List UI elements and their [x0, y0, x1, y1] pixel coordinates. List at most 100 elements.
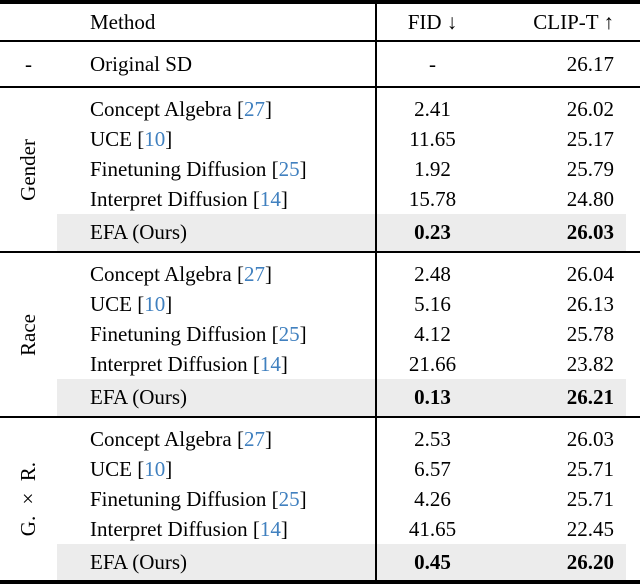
citation-bracket-close: ]	[264, 427, 272, 451]
citation-bracket-close: ]	[280, 186, 288, 211]
citation-bracket-close: ]	[280, 516, 288, 541]
table-row-highlighted: EFA (Ours) 0.45 26.20	[0, 544, 640, 582]
method-name: UCE	[90, 126, 132, 151]
fid-value: 2.53	[375, 417, 488, 454]
method-name: UCE	[90, 291, 132, 316]
clip-value: 23.82	[566, 351, 614, 376]
fid-value: 4.26	[375, 484, 488, 514]
method-name: Original SD	[90, 51, 193, 76]
fid-value: 5.16	[375, 289, 488, 319]
group-gender-x-race: G. × R. Concept Algebra [27] 2.53 26.03 …	[0, 417, 640, 582]
citation-bracket-open: [	[132, 126, 145, 151]
header-fid: FID ↓	[375, 2, 488, 41]
table-row: - Original SD - 26.17	[0, 41, 640, 87]
fid-value: 15.78	[375, 184, 488, 214]
table-header: Method FID ↓ CLIP-T ↑	[0, 2, 640, 41]
table-row: UCE [10] 5.16 26.13	[0, 289, 640, 319]
clip-value: 25.17	[566, 126, 614, 151]
clip-value: 25.79	[566, 156, 614, 181]
table-row: Gender Concept Algebra [27] 2.41 26.02	[0, 87, 640, 201]
baseline-section: - Original SD - 26.17	[0, 41, 640, 87]
table-row: Finetuning Diffusion [25] 4.12 25.78	[0, 319, 640, 349]
citation-link[interactable]: 27	[243, 262, 265, 286]
citation-bracket-open: [	[132, 291, 145, 316]
group-label: Gender	[16, 139, 40, 201]
method-name: Concept Algebra	[90, 97, 232, 121]
table-row: G. × R. Concept Algebra [27] 2.53 26.03	[0, 417, 640, 537]
clip-value: 26.21	[488, 379, 640, 417]
clip-value: 26.03	[566, 427, 614, 451]
group-label: Race	[16, 314, 40, 356]
method-name: Finetuning Diffusion	[90, 156, 267, 181]
fid-value: 0.45	[375, 544, 488, 582]
citation-link[interactable]: 10	[144, 456, 166, 481]
citation-link[interactable]: 14	[259, 351, 281, 376]
citation-link[interactable]: 14	[259, 516, 281, 541]
citation-bracket-open: [	[231, 262, 244, 286]
table-row: Finetuning Diffusion [25] 4.26 25.71	[0, 484, 640, 514]
table-row: UCE [10] 6.57 25.71	[0, 454, 640, 484]
clip-value: 25.71	[566, 456, 614, 481]
clip-value: 26.20	[488, 544, 640, 582]
citation-link[interactable]: 27	[243, 97, 265, 121]
method-name: UCE	[90, 456, 132, 481]
clip-value: 26.02	[566, 97, 614, 121]
table-row-highlighted: EFA (Ours) 0.13 26.21	[0, 379, 640, 417]
clip-value: 26.13	[566, 291, 614, 316]
method-name: Interpret Diffusion	[90, 351, 248, 376]
method-name: Finetuning Diffusion	[90, 321, 267, 346]
citation-bracket-open: [	[247, 516, 260, 541]
citation-link[interactable]: 25	[278, 486, 300, 511]
citation-bracket-open: [	[247, 186, 260, 211]
clip-value: 25.71	[566, 486, 614, 511]
method-name: Concept Algebra	[90, 427, 232, 451]
method-name: EFA (Ours)	[57, 379, 376, 417]
method-name: Concept Algebra	[90, 262, 232, 286]
clip-value: 26.03	[488, 214, 640, 252]
table-row: Interpret Diffusion [14] 15.78 24.80	[0, 184, 640, 214]
group-label-cell: Gender	[0, 87, 57, 252]
header-clip-t: CLIP-T ↑	[533, 9, 614, 34]
citation-link[interactable]: 10	[144, 291, 166, 316]
citation-link[interactable]: 10	[144, 126, 166, 151]
fid-value: 4.12	[375, 319, 488, 349]
fid-value: -	[375, 41, 488, 87]
table-row: Finetuning Diffusion [25] 1.92 25.79	[0, 154, 640, 184]
clip-value: 26.04	[566, 262, 614, 286]
citation-bracket-close: ]	[299, 321, 307, 346]
citation-bracket-open: [	[266, 321, 279, 346]
citation-bracket-close: ]	[299, 486, 307, 511]
fid-value: 2.48	[375, 252, 488, 289]
citation-link[interactable]: 25	[278, 321, 300, 346]
method-name: EFA (Ours)	[57, 214, 376, 252]
fid-value: 21.66	[375, 349, 488, 379]
citation-bracket-open: [	[266, 486, 279, 511]
fid-value: 1.92	[375, 154, 488, 184]
citation-bracket-open: [	[231, 427, 244, 451]
method-name: Interpret Diffusion	[90, 186, 248, 211]
citation-link[interactable]: 27	[243, 427, 265, 451]
group-label-cell: G. × R.	[0, 417, 57, 582]
clip-value: 25.78	[566, 321, 614, 346]
fid-value: 2.41	[375, 87, 488, 124]
clip-value: 22.45	[566, 516, 614, 541]
citation-bracket-open: [	[132, 456, 145, 481]
citation-bracket-close: ]	[264, 97, 272, 121]
citation-link[interactable]: 25	[278, 156, 300, 181]
citation-bracket-close: ]	[165, 126, 173, 151]
group-gender: Gender Concept Algebra [27] 2.41 26.02 U…	[0, 87, 640, 252]
citation-link[interactable]: 14	[259, 186, 281, 211]
header-category-cell	[0, 2, 57, 41]
citation-bracket-open: [	[247, 351, 260, 376]
method-name: Finetuning Diffusion	[90, 486, 267, 511]
citation-bracket-close: ]	[299, 156, 307, 181]
citation-bracket-open: [	[231, 97, 244, 121]
citation-bracket-close: ]	[165, 291, 173, 316]
clip-value: 26.17	[566, 51, 614, 76]
citation-bracket-close: ]	[165, 456, 173, 481]
fid-value: 0.23	[375, 214, 488, 252]
group-label: G. × R.	[16, 462, 40, 537]
category-dash: -	[25, 51, 32, 76]
table-row: Interpret Diffusion [14] 41.65 22.45	[0, 514, 640, 544]
